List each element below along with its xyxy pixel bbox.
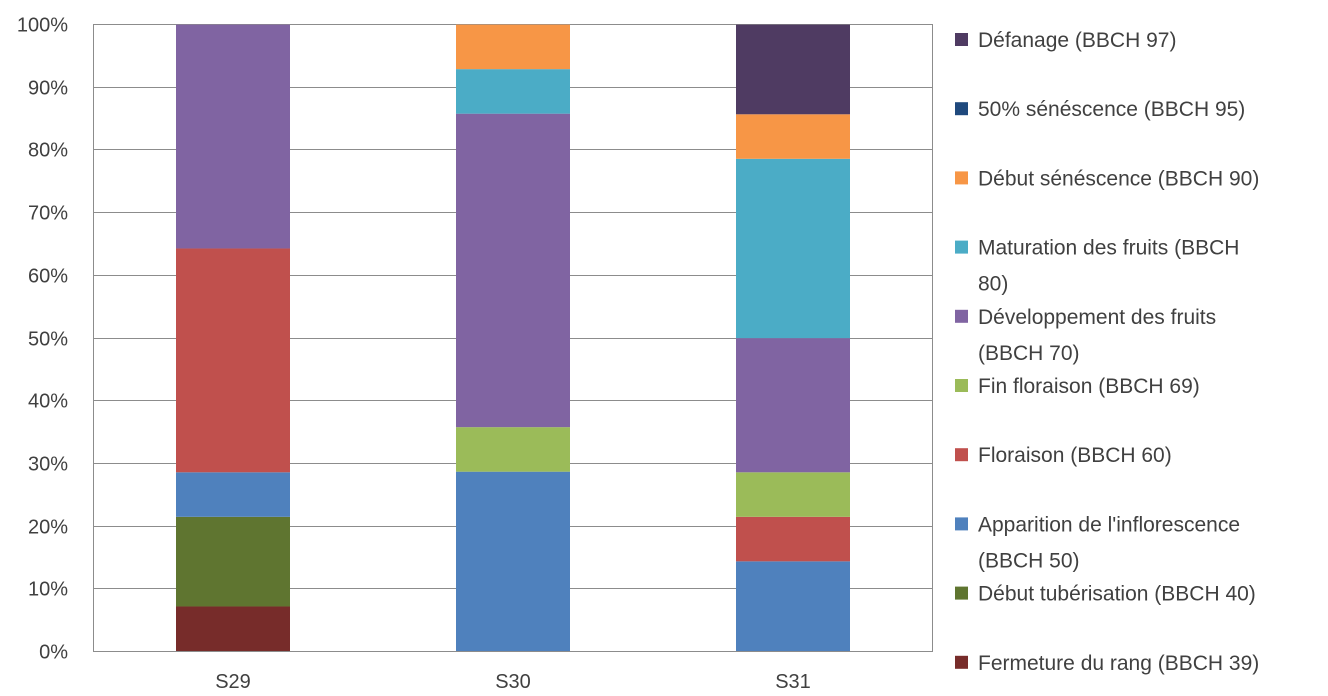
bar-segment bbox=[176, 606, 290, 651]
legend-swatch bbox=[955, 517, 968, 531]
y-tick-label: 60% bbox=[28, 266, 68, 288]
legend-label: Fermeture du rang (BBCH 39) bbox=[978, 652, 1259, 675]
bar-segment bbox=[176, 24, 290, 249]
legend-label: Floraison (BBCH 60) bbox=[978, 444, 1172, 467]
legend-swatch bbox=[955, 33, 968, 46]
legend-label: Fin floraison (BBCH 69) bbox=[978, 375, 1200, 398]
x-tick-label: S30 bbox=[495, 671, 531, 693]
bar-segment bbox=[176, 516, 290, 607]
x-tick-label: S31 bbox=[775, 671, 811, 693]
y-tick-label: 80% bbox=[28, 140, 68, 162]
legend-label: (BBCH 70) bbox=[978, 342, 1080, 365]
y-tick-label: 0% bbox=[39, 642, 68, 664]
bar-segment bbox=[456, 427, 570, 472]
legend-label: Apparition de l'inflorescence bbox=[978, 513, 1240, 536]
legend-label: (BBCH 50) bbox=[978, 549, 1080, 572]
axes: 0% 10% 20% 30% 40% 50% 60% 70% 80% 90% 100% S29 S30 S… bbox=[17, 15, 933, 693]
legend-label: 80) bbox=[978, 273, 1008, 296]
y-tick-label: 50% bbox=[28, 329, 68, 351]
legend-label: Développement des fruits bbox=[978, 306, 1216, 329]
y-tick-label: 20% bbox=[28, 517, 68, 539]
bar-segment bbox=[736, 338, 850, 473]
y-tick-label: 10% bbox=[28, 579, 68, 601]
y-tick-label: 30% bbox=[28, 454, 68, 476]
bars bbox=[176, 24, 850, 651]
bar-segment bbox=[456, 113, 570, 428]
legend-label: 50% sénéscence (BBCH 95) bbox=[978, 98, 1245, 121]
legend-swatch bbox=[955, 655, 968, 669]
legend-swatch bbox=[955, 102, 968, 116]
legend-swatch bbox=[955, 171, 968, 185]
y-tick-label: 70% bbox=[28, 203, 68, 225]
y-tick-label: 40% bbox=[28, 391, 68, 413]
bar-segment bbox=[736, 472, 850, 517]
bar-segment bbox=[736, 24, 850, 115]
legend: Défanage (BBCH 97) 50% sénéscence (BBCH 9… bbox=[955, 29, 1259, 675]
y-tick-label: 90% bbox=[28, 78, 68, 100]
bar-segment bbox=[736, 158, 850, 339]
legend-swatch bbox=[955, 586, 968, 600]
bar-segment bbox=[176, 248, 290, 473]
bar-segment bbox=[736, 114, 850, 159]
legend-label: Défanage (BBCH 97) bbox=[978, 29, 1176, 52]
legend-swatch bbox=[955, 448, 968, 462]
legend-label: Début sénéscence (BBCH 90) bbox=[978, 167, 1259, 190]
x-tick-label: S29 bbox=[215, 671, 251, 693]
legend-swatch bbox=[955, 309, 968, 323]
bar-segment bbox=[736, 561, 850, 651]
bar-segment bbox=[456, 24, 570, 70]
bar-segment bbox=[456, 69, 570, 114]
legend-swatch bbox=[955, 379, 968, 392]
bar-segment bbox=[456, 471, 570, 651]
legend-label: Début tubérisation (BBCH 40) bbox=[978, 583, 1256, 606]
y-tick-label: 100% bbox=[17, 15, 68, 37]
legend-swatch bbox=[955, 240, 968, 254]
legend-label: Maturation des fruits (BBCH bbox=[978, 237, 1239, 260]
bar-segment bbox=[176, 472, 290, 517]
bar-segment bbox=[736, 516, 850, 562]
